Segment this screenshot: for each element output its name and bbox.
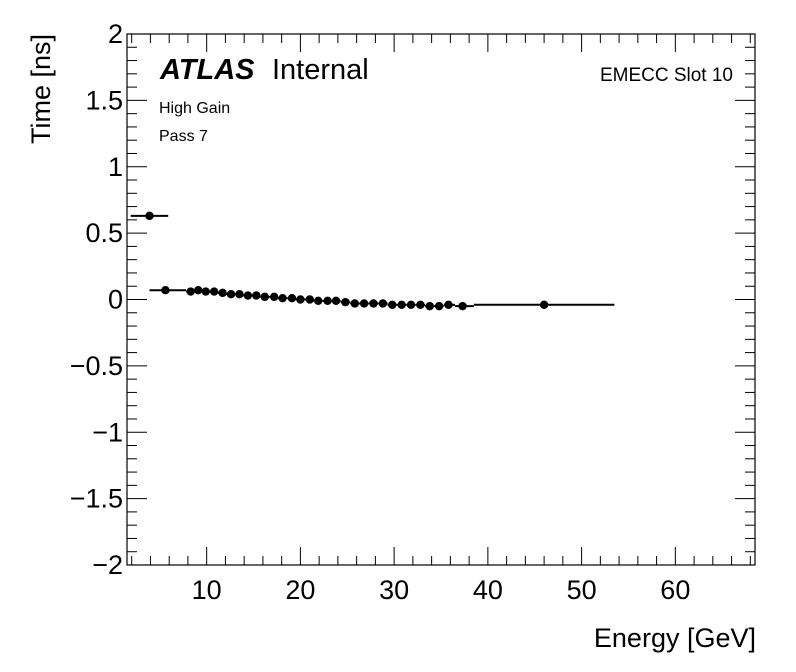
y-tick-label: 0	[108, 285, 123, 315]
data-point	[378, 299, 388, 308]
data-marker	[397, 300, 406, 310]
data-marker	[331, 296, 341, 306]
x-tick-label: 10	[192, 575, 222, 605]
x-tick-label: 50	[567, 575, 597, 605]
data-marker	[369, 299, 378, 308]
y-tick-label: −1.5	[70, 484, 123, 514]
data-point	[149, 286, 187, 295]
atlas-label: ATLAS	[159, 54, 255, 86]
data-point	[350, 299, 360, 308]
data-marker	[209, 287, 219, 296]
data-point	[313, 296, 323, 306]
data-marker	[444, 300, 453, 310]
gain-label: High Gain	[159, 100, 230, 117]
data-marker	[341, 297, 350, 307]
data-marker	[539, 300, 549, 310]
data-marker	[287, 293, 297, 303]
data-marker	[416, 300, 425, 310]
data-point	[194, 286, 203, 295]
data-marker	[161, 286, 170, 295]
data-marker	[323, 296, 332, 306]
x-tick-label: 60	[660, 575, 690, 605]
data-point	[186, 287, 195, 296]
data-points	[130, 211, 615, 311]
data-marker	[218, 288, 227, 298]
y-tick-label: 1.5	[85, 85, 123, 115]
x-axis-label: Energy [GeV]	[594, 623, 756, 653]
y-tick-label: −1	[92, 417, 123, 447]
data-marker	[388, 300, 397, 310]
x-tick-label: 40	[473, 575, 503, 605]
data-marker	[194, 286, 203, 295]
axis-ticks: −2 −1.5 −1 −0.5 0 0.5 1 1.5 2 10 20 30 40 50 60	[70, 19, 755, 605]
data-marker	[260, 292, 269, 302]
data-point	[234, 289, 244, 299]
y-axis-label: Time [ns]	[26, 34, 56, 144]
data-marker	[378, 299, 388, 308]
data-marker	[226, 289, 236, 299]
plot-frame	[126, 33, 756, 566]
data-point	[209, 287, 219, 296]
data-point	[340, 297, 351, 307]
data-point	[434, 301, 444, 311]
data-point	[260, 292, 270, 302]
data-point	[359, 299, 369, 308]
data-marker	[406, 300, 416, 310]
data-marker	[434, 301, 444, 311]
data-marker	[425, 301, 434, 311]
data-marker	[278, 293, 287, 303]
data-marker	[145, 211, 154, 221]
x-tick-label: 20	[285, 575, 315, 605]
pass-label: Pass 7	[159, 128, 208, 145]
data-marker	[252, 291, 261, 300]
data-point	[425, 301, 435, 311]
data-point	[217, 288, 227, 298]
region-label: EMECC Slot 10	[600, 65, 733, 86]
data-point	[322, 296, 332, 306]
data-marker	[201, 287, 210, 296]
data-point	[368, 299, 379, 308]
data-point	[251, 291, 261, 300]
data-point	[473, 300, 615, 310]
data-marker	[359, 299, 369, 308]
data-marker	[350, 299, 359, 308]
data-point	[406, 300, 416, 310]
y-tick-label: 0.5	[85, 218, 123, 248]
data-point	[269, 292, 279, 302]
data-point	[396, 300, 407, 310]
data-marker	[243, 291, 253, 300]
y-tick-label: −0.5	[70, 351, 123, 381]
y-tick-label: 1	[108, 152, 123, 182]
data-point	[455, 301, 474, 311]
data-point	[287, 293, 297, 303]
data-marker	[269, 292, 279, 302]
data-point	[201, 287, 210, 296]
data-marker	[186, 287, 195, 296]
data-point	[277, 293, 288, 303]
data-point	[443, 300, 456, 310]
data-point	[130, 211, 169, 221]
x-tick-label: 30	[379, 575, 409, 605]
data-marker	[305, 295, 314, 304]
data-point	[243, 291, 253, 300]
y-tick-label: −2	[92, 550, 123, 580]
data-marker	[458, 301, 467, 311]
data-point	[415, 300, 426, 310]
data-marker	[296, 295, 305, 304]
data-point	[226, 289, 236, 299]
internal-label: Internal	[272, 54, 369, 86]
data-marker	[235, 289, 244, 299]
y-tick-label: 2	[108, 19, 123, 49]
data-point	[387, 300, 397, 310]
data-point	[295, 295, 306, 304]
data-point	[331, 296, 341, 306]
data-marker	[314, 296, 323, 306]
data-point	[305, 295, 314, 304]
